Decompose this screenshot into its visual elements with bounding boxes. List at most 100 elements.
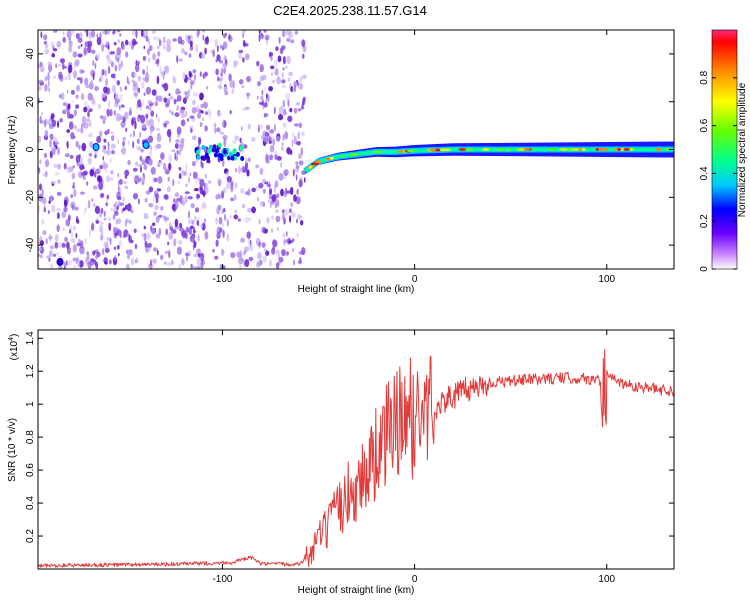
spectrogram-noise-blob <box>173 98 177 105</box>
spectrogram-noise-blob <box>198 256 202 261</box>
spectrogram-noise-blob <box>176 95 182 102</box>
spectrogram-noise-blob <box>117 172 119 178</box>
spectrogram-noise-blob <box>153 36 157 40</box>
spectrogram-noise-blob <box>203 185 209 194</box>
spectrogram-noise-blob <box>222 118 225 127</box>
spectrogram-noise-blob <box>282 171 287 180</box>
spectrogram-noise-blob <box>164 120 170 125</box>
spectrogram-noise-blob <box>160 206 164 211</box>
spectrogram-noise-blob <box>258 182 264 189</box>
spectrogram-noise-blob <box>163 36 166 44</box>
spectrogram-noise-blob <box>64 75 68 81</box>
spectrogram-noise-blob <box>106 236 111 242</box>
spectrogram-noise-blob <box>216 45 219 53</box>
spectrogram-noise-blob <box>193 239 196 248</box>
spectrogram-noise-blob <box>256 60 260 67</box>
spectrogram-ridge-hotspot <box>398 150 404 154</box>
spectrogram-noise <box>38 30 307 269</box>
spectrogram-noise-blob <box>188 70 192 78</box>
spectrogram-noise-blob <box>83 46 87 55</box>
spectrogram-noise-blob <box>110 207 114 211</box>
spectrogram-noise-blob <box>172 76 177 84</box>
spectrogram-noise-blob <box>274 180 279 188</box>
spectrogram-noise-blob <box>189 172 192 177</box>
spectrogram-noise-blob <box>113 30 116 34</box>
spectrogram-noise-blob <box>275 262 280 269</box>
spectrogram-noise-blob <box>53 141 56 146</box>
spectrogram-noise-blob <box>71 172 76 180</box>
spectrogram-ridge-hotspot <box>352 153 359 156</box>
spectrogram-noise-blob <box>247 188 251 196</box>
spectrogram-noise-blob <box>104 130 108 136</box>
spectrogram-noise-blob <box>302 45 307 53</box>
spectrogram-noise-blob <box>133 228 137 233</box>
spectrogram-bright-spot <box>56 258 64 266</box>
spectrogram-noise-blob <box>45 238 48 245</box>
snr-xtick-label: 0 <box>412 574 418 585</box>
snr-ticks: -100 0 100 0.2 0.4 0.6 0.8 1 1.2 1.4 <box>25 330 674 585</box>
spectrogram-ridge-hotspot <box>308 165 312 169</box>
spectrogram-noise-blob <box>72 257 77 262</box>
spectrogram-noise-blob <box>261 99 264 107</box>
spectrogram-noise-blob <box>244 216 250 224</box>
spectrogram-noise-blob <box>265 250 270 256</box>
spectrogram-noise-blob <box>158 159 161 163</box>
spectrogram-noise-blob <box>77 77 81 81</box>
spectrogram-noise-blob <box>226 233 229 242</box>
spectrogram-cluster-blob <box>196 154 201 160</box>
snr-scale-base: (x10 <box>9 340 20 360</box>
spectrogram-noise-blob <box>57 241 63 248</box>
spectrogram-noise-blob <box>125 39 129 46</box>
spectrogram-noise-blob <box>114 255 117 261</box>
spectrogram-noise-blob <box>87 111 90 118</box>
spectrogram-noise-blob <box>103 86 108 94</box>
spectrogram-noise-blob <box>108 222 111 231</box>
spectrogram-noise-blob <box>282 111 287 116</box>
spectrogram-noise-blob <box>66 241 70 249</box>
spectrogram-noise-blob <box>233 194 237 201</box>
spectrogram-noise-blob <box>244 250 247 255</box>
spectrogram-noise-blob <box>125 127 128 133</box>
spectrogram-noise-blob <box>224 90 229 96</box>
spectrogram-noise-blob <box>67 166 72 171</box>
spectrogram-ridge-hotspot <box>349 153 354 157</box>
colorbar-ticks: 0 0.2 0.4 0.6 0.8 <box>699 70 737 272</box>
spectrogram-noise-blob <box>245 53 250 61</box>
spectrogram-noise-blob <box>123 180 128 185</box>
spectrogram-noise-blob <box>163 82 169 92</box>
spectrogram-noise-blob <box>282 232 286 238</box>
spectrogram-noise-blob <box>99 164 103 170</box>
spectrogram-noise-blob <box>66 140 69 149</box>
spectrogram-noise-blob <box>143 180 145 184</box>
spectrogram-noise-blob <box>190 127 193 133</box>
spectrogram-noise-blob <box>155 95 159 102</box>
spectrogram-noise-blob <box>297 131 301 140</box>
spectrogram-noise-blob <box>275 46 279 51</box>
spectrogram-noise-blob <box>286 37 291 43</box>
spectrogram-noise-blob <box>83 106 88 113</box>
spectrogram-cluster-blob <box>201 145 206 150</box>
spectrogram-noise-blob <box>192 161 196 167</box>
spectrogram-noise-blob <box>150 259 152 266</box>
spectrogram-noise-blob <box>41 112 43 116</box>
spectrogram-noise-blob <box>109 109 113 117</box>
spectrogram-noise-blob <box>77 53 83 58</box>
spectrogram-noise-blob <box>39 183 42 191</box>
spectrogram-noise-blob <box>77 258 81 268</box>
spectrogram-noise-blob <box>179 109 185 114</box>
spectrogram-noise-blob <box>269 200 272 209</box>
spectrogram-noise-blob <box>287 77 291 82</box>
spectrogram-noise-blob <box>258 218 261 225</box>
spectrogram-noise-blob <box>169 109 171 114</box>
spectrogram-noise-blob <box>118 63 121 71</box>
spectrogram-noise-blob <box>269 259 272 268</box>
spectrogram-noise-blob <box>257 197 259 202</box>
spectrogram-noise-blob <box>117 57 120 64</box>
spectrogram-noise-blob <box>68 64 73 74</box>
spectrogram-noise-blob <box>267 199 271 204</box>
spectrogram-noise-blob <box>298 122 302 129</box>
spectrogram-noise-blob <box>118 115 124 120</box>
snr-ytick-label: 1.4 <box>25 331 36 345</box>
spectrogram-noise-blob <box>105 30 111 35</box>
spectrogram-noise-blob <box>273 185 277 194</box>
